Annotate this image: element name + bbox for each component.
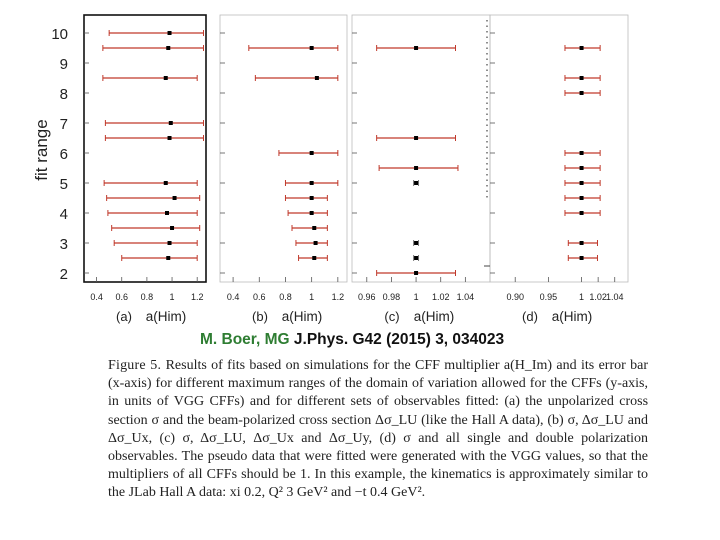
panel-b-point-0 (309, 46, 314, 50)
caption-line-6: σ and all single and double polarization… (108, 430, 649, 465)
panel-a-label: (a) (116, 309, 132, 324)
panel-b-xlabel: a(Him) (282, 309, 323, 324)
panel-a-xtick-label-3: 1 (170, 292, 175, 302)
panel-b-point-6 (312, 226, 317, 230)
panel-d-point-2 (579, 91, 584, 95)
panel-d-point-7 (579, 211, 584, 215)
panel-b-point-4 (309, 196, 314, 200)
panel-b-frame (219, 14, 348, 283)
panel-c-point-2 (414, 166, 419, 170)
panel-d-xtick-label-0: 0.90 (506, 292, 524, 302)
panel-c-label: (c) (384, 309, 399, 324)
panel-b-point-3 (309, 181, 314, 185)
panel-d-xlabel: a(Him) (552, 309, 593, 324)
y-tick-label-2: 2 (60, 266, 68, 283)
panel-d-point-5 (579, 181, 584, 185)
panel-a-xlabel: a(Him) (146, 309, 187, 324)
panel-d-point-9 (579, 256, 584, 260)
panel-d-point-3 (579, 151, 584, 155)
panel-d-point-4 (579, 166, 584, 170)
panel-d-xtick-label-4: 1.04 (606, 292, 624, 302)
panel-c-xtick-label-4: 1.04 (457, 292, 475, 302)
panel-c-xtick-label-3: 1.02 (432, 292, 450, 302)
panel-a-point-3 (168, 121, 173, 125)
panel-b-label: (b) (252, 309, 268, 324)
panel-c-xtick-label-1: 0.98 (383, 292, 401, 302)
panel-a-point-4 (167, 136, 172, 140)
panel-b-point-1 (314, 76, 319, 80)
panel-c-point-6 (414, 271, 419, 275)
panel-b-xtick-label-2: 0.8 (279, 292, 292, 302)
panel-c-xlabel: a(Him) (414, 309, 455, 324)
y-axis-label: fit range (32, 119, 51, 180)
panel-b-point-8 (312, 256, 317, 260)
panel-a-xtick-label-4: 1.2 (191, 292, 204, 302)
y-tick-label-3: 3 (60, 236, 68, 253)
panel-a-point-10 (166, 256, 171, 260)
panel-d-xtick-label-1: 0.95 (540, 292, 558, 302)
panel-d-point-8 (579, 241, 584, 245)
y-tick-label-8: 8 (60, 86, 68, 103)
citation-authors: M. Boer, MG (200, 331, 290, 348)
panel-c-xtick-label-2: 1 (414, 292, 419, 302)
y-tick-label-7: 7 (60, 116, 68, 133)
y-tick-label-6: 6 (60, 146, 68, 163)
panel-b-point-2 (309, 151, 314, 155)
caption-line-8: 1. In this example, the kinematics is ap… (108, 467, 649, 501)
panel-a-xtick-label-2: 0.8 (141, 292, 154, 302)
caption-line-9: xi 0.2, Q² 3 GeV² and −t 0.4 GeV². (229, 485, 426, 501)
citation: M. Boer, MG J.Phys. G42 (2015) 3, 034023 (200, 331, 504, 349)
panel-d-xtick-label-2: 1 (579, 292, 584, 302)
fit-results-figure: fit range 2 3 4 5 6 7 8 9 10 0.4 0.6 0.8 1 1.2 (a) a(Him… (32, 14, 629, 324)
panel-c-point-5 (414, 256, 419, 260)
panel-a-frame (83, 14, 207, 283)
panel-b-xtick-label-3: 1 (309, 292, 314, 302)
panel-c-point-3 (414, 181, 419, 185)
panel-d-xtick-label-3: 1.02 (589, 292, 607, 302)
panel-b-xtick-label-4: 1.2 (332, 292, 345, 302)
panel-a-point-8 (170, 226, 175, 230)
y-tick-label-10: 10 (51, 26, 68, 43)
panel-a-point-5 (163, 181, 168, 185)
panel-b-xtick-label-1: 0.6 (253, 292, 266, 302)
panel-c-point-4 (414, 241, 419, 245)
panel-b-point-5 (309, 211, 314, 215)
panel-d-point-0 (579, 46, 584, 50)
panel-a-point-2 (163, 76, 168, 80)
caption-line-1: Results of fits based on simulations for… (165, 358, 595, 373)
panel-d-point-1 (579, 76, 584, 80)
caption-line-7: were generated with the VGG values, so t… (108, 449, 648, 483)
panel-d-point-6 (579, 196, 584, 200)
panel-d-frame (489, 14, 629, 283)
caption-line-2: error bar (x-axis) for different maximum… (108, 358, 649, 392)
caption-line-5: the Hall A data), (b) σ, Δσ_LU and Δσ_Ux… (108, 412, 648, 446)
panel-a-point-7 (165, 211, 170, 215)
y-tick-label-5: 5 (60, 176, 68, 193)
panel-d-label: (d) (522, 309, 538, 324)
panel-c-xtick-label-0: 0.96 (358, 292, 376, 302)
panel-c-point-0 (414, 46, 419, 50)
panel-a-xtick-label-1: 0.6 (115, 292, 128, 302)
y-tick-label-9: 9 (60, 56, 68, 73)
y-tick-label-4: 4 (60, 206, 68, 223)
figure-caption: Figure 5. Results of fits based on simul… (108, 357, 648, 503)
caption-line-3: the CFFs (y-axis, in units of VGG CFFs) … (108, 376, 648, 410)
citation-reference: J.Phys. G42 (2015) 3, 034023 (293, 331, 505, 348)
panel-c-point-1 (414, 136, 419, 140)
panel-b-point-7 (313, 241, 318, 245)
panel-b-xtick-label-0: 0.4 (227, 292, 240, 302)
panel-a-point-0 (167, 31, 172, 35)
panel-c-frame (351, 14, 491, 283)
caption-line-4: (a) the unpolarized cross section σ and … (108, 394, 649, 428)
panel-a-point-6 (172, 196, 177, 200)
panel-a-point-9 (167, 241, 172, 245)
caption-label: Figure 5. (108, 358, 162, 373)
panel-a-xtick-label-0: 0.4 (90, 292, 103, 302)
panel-a-point-1 (166, 46, 171, 50)
